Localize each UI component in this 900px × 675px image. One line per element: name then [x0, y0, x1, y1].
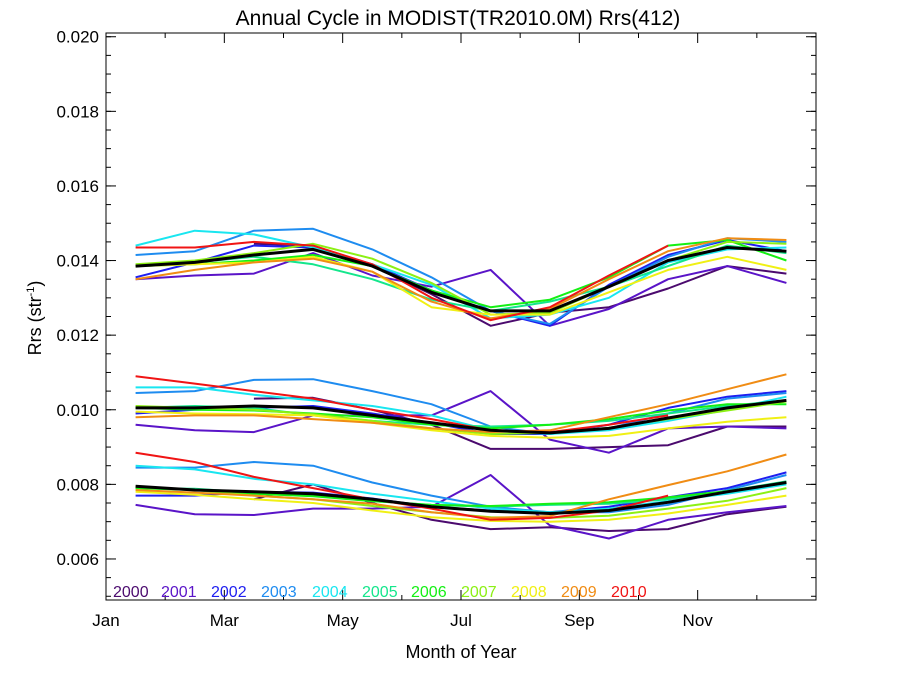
y-tick-label: 0.012 — [56, 326, 99, 345]
legend-entry: 2008 — [511, 584, 547, 601]
plot-frame — [105, 32, 817, 601]
legend-entry: 2001 — [161, 584, 197, 601]
series-line — [135, 490, 787, 523]
legend-entry: 2000 — [113, 584, 149, 601]
legend-entry: 2006 — [411, 584, 447, 601]
y-tick-label: 0.018 — [56, 102, 99, 121]
series-line — [135, 398, 787, 435]
series-line — [135, 410, 787, 439]
x-tick-label: Nov — [683, 611, 714, 630]
legend-entry: 2005 — [362, 584, 398, 601]
series-2004 — [135, 229, 787, 514]
series-line — [135, 461, 787, 514]
y-tick-labels: 0.006 0.008 0.010 0.012 0.014 0.016 0.018 0.020 — [56, 28, 99, 569]
series-line — [135, 239, 787, 327]
x-tick-label: May — [327, 611, 360, 630]
legend: 2000 2001 2002 2003 2004 2005 2006 2007 2008 2009… — [113, 584, 647, 601]
x-tick-label: Jul — [450, 611, 472, 630]
y-tick-label: 0.006 — [56, 550, 99, 569]
series-line — [135, 240, 669, 322]
x-tick-labels: Jan Mar May Jul Sep Nov — [92, 611, 713, 630]
y-tick-label: 0.010 — [56, 401, 99, 420]
legend-entry: 2009 — [561, 584, 597, 601]
y-tick-label: 0.016 — [56, 177, 99, 196]
x-axis-label: Month of Year — [405, 642, 516, 662]
series-line — [135, 373, 787, 434]
legend-entry: 2002 — [211, 584, 247, 601]
series-line — [135, 252, 787, 327]
x-tick-label: Sep — [564, 611, 594, 630]
series-line — [135, 474, 787, 540]
y-axis-label-end: ) — [25, 281, 45, 287]
legend-entry: 2007 — [461, 584, 497, 601]
legend-entry: 2010 — [611, 584, 647, 601]
legend-entry: 2003 — [261, 584, 297, 601]
chart-title: Annual Cycle in MODIST(TR2010.0M) Rrs(41… — [236, 7, 681, 30]
series-line — [135, 246, 787, 313]
x-tick-label: Jan — [92, 611, 119, 630]
legend-entry: 2004 — [312, 584, 348, 601]
series-line — [135, 378, 787, 435]
y-tick-label: 0.014 — [56, 252, 99, 271]
series-lines — [135, 227, 787, 540]
series-line — [135, 375, 669, 434]
series-2010 — [135, 240, 669, 521]
series-line — [135, 481, 787, 515]
y-axis-label-main: Rrs (str — [25, 296, 45, 355]
y-tick-label: 0.008 — [56, 475, 99, 494]
y-axis-label: Rrs (str-1) — [25, 281, 45, 356]
series-mean — [135, 246, 787, 515]
series-2003 — [135, 227, 787, 514]
x-tick-label: Mar — [210, 611, 240, 630]
series-2005 — [135, 244, 787, 508]
series-line — [135, 386, 787, 435]
series-line — [135, 481, 787, 507]
y-tick-label: 0.020 — [56, 28, 99, 47]
y-axis-label-superscript: -1 — [25, 287, 37, 297]
